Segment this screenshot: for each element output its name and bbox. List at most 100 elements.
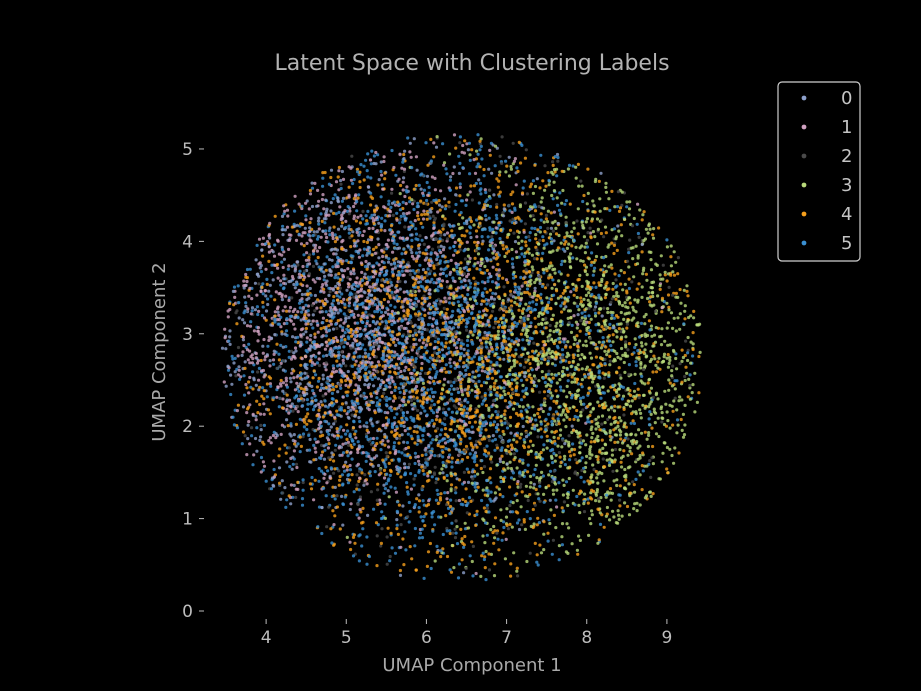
point-cluster-3 — [601, 446, 605, 450]
point-cluster-3 — [575, 257, 579, 261]
point-cluster-5 — [539, 403, 543, 407]
point-cluster-2 — [573, 471, 577, 475]
point-cluster-0 — [331, 327, 336, 331]
point-cluster-2 — [296, 263, 300, 267]
point-cluster-1 — [452, 361, 456, 365]
point-cluster-2 — [278, 365, 282, 369]
point-cluster-5 — [557, 481, 561, 485]
point-cluster-4 — [575, 334, 579, 338]
point-cluster-4 — [668, 381, 672, 385]
point-cluster-5 — [461, 166, 465, 170]
point-cluster-3 — [473, 375, 477, 379]
point-cluster-3 — [570, 380, 574, 384]
point-cluster-1 — [282, 322, 286, 326]
point-cluster-5 — [322, 278, 326, 282]
point-cluster-2 — [458, 248, 462, 252]
point-cluster-4 — [436, 501, 440, 506]
point-cluster-4 — [466, 455, 470, 459]
point-cluster-0 — [438, 203, 442, 207]
point-cluster-3 — [606, 310, 610, 315]
point-cluster-3 — [652, 407, 656, 411]
point-cluster-3 — [663, 389, 667, 393]
point-cluster-5 — [550, 241, 554, 245]
point-cluster-2 — [579, 319, 583, 323]
point-cluster-3 — [627, 207, 632, 211]
point-cluster-0 — [380, 442, 384, 446]
point-cluster-3 — [613, 205, 617, 209]
point-cluster-5 — [353, 287, 357, 291]
point-cluster-1 — [354, 436, 358, 440]
point-cluster-1 — [332, 366, 336, 370]
point-cluster-0 — [258, 266, 262, 270]
point-cluster-4 — [497, 548, 501, 552]
point-cluster-3 — [513, 358, 517, 362]
point-cluster-5 — [355, 513, 359, 517]
point-cluster-4 — [256, 411, 260, 415]
point-cluster-0 — [280, 214, 285, 218]
point-cluster-4 — [374, 245, 378, 249]
point-cluster-5 — [415, 424, 419, 428]
point-cluster-1 — [288, 305, 293, 310]
point-cluster-5 — [614, 285, 618, 289]
point-cluster-4 — [598, 450, 602, 454]
point-cluster-2 — [625, 322, 630, 326]
point-cluster-3 — [607, 197, 611, 201]
point-cluster-0 — [296, 260, 300, 264]
point-cluster-3 — [551, 488, 555, 492]
point-cluster-0 — [423, 327, 427, 331]
point-cluster-1 — [293, 388, 297, 392]
point-cluster-2 — [387, 352, 391, 356]
point-cluster-4 — [430, 353, 435, 357]
point-cluster-3 — [479, 216, 483, 220]
point-cluster-4 — [399, 183, 403, 188]
point-cluster-4 — [421, 400, 425, 404]
point-cluster-5 — [383, 502, 387, 506]
point-cluster-1 — [317, 357, 321, 361]
point-cluster-4 — [656, 360, 660, 364]
point-cluster-4 — [372, 221, 376, 226]
point-cluster-3 — [646, 444, 651, 449]
point-cluster-0 — [243, 360, 247, 364]
point-cluster-3 — [442, 161, 447, 165]
point-cluster-4 — [373, 296, 377, 300]
point-cluster-4 — [692, 309, 696, 313]
point-cluster-1 — [338, 205, 342, 209]
point-cluster-5 — [346, 481, 350, 485]
point-cluster-5 — [361, 254, 365, 258]
point-cluster-3 — [637, 357, 641, 361]
point-cluster-4 — [416, 414, 420, 418]
point-cluster-3 — [463, 521, 467, 525]
point-cluster-3 — [580, 353, 584, 357]
point-cluster-4 — [398, 433, 402, 438]
point-cluster-5 — [480, 157, 484, 161]
point-cluster-4 — [335, 359, 339, 363]
point-cluster-4 — [586, 479, 590, 483]
point-cluster-3 — [523, 527, 528, 532]
point-cluster-3 — [527, 247, 531, 251]
point-cluster-0 — [228, 329, 232, 333]
point-cluster-5 — [368, 216, 372, 220]
point-cluster-3 — [452, 296, 456, 300]
point-cluster-4 — [475, 509, 479, 513]
point-cluster-3 — [695, 400, 700, 404]
point-cluster-4 — [524, 240, 528, 244]
point-cluster-3 — [508, 424, 512, 428]
point-cluster-1 — [348, 540, 352, 544]
point-cluster-3 — [608, 415, 612, 419]
point-cluster-3 — [649, 494, 653, 498]
point-cluster-3 — [624, 345, 628, 349]
point-cluster-2 — [325, 379, 330, 383]
point-cluster-4 — [651, 370, 655, 374]
point-cluster-0 — [309, 460, 313, 464]
point-cluster-1 — [345, 468, 349, 472]
point-cluster-5 — [272, 467, 276, 472]
point-cluster-4 — [419, 366, 424, 370]
point-cluster-3 — [487, 352, 491, 356]
point-cluster-5 — [522, 254, 527, 259]
point-cluster-5 — [418, 531, 422, 535]
point-cluster-5 — [533, 467, 537, 472]
point-cluster-3 — [643, 382, 647, 386]
point-cluster-3 — [609, 498, 613, 502]
point-cluster-1 — [346, 440, 350, 444]
point-cluster-3 — [571, 359, 575, 363]
